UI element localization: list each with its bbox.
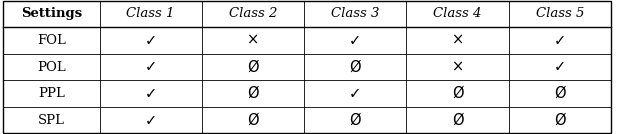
Text: ✓: ✓: [554, 33, 566, 48]
Text: Ø: Ø: [554, 86, 566, 101]
Text: ✓: ✓: [554, 59, 566, 75]
Text: Ø: Ø: [554, 113, 566, 128]
Text: Class 2: Class 2: [229, 7, 277, 21]
Text: Ø: Ø: [350, 113, 361, 128]
Text: Class 1: Class 1: [126, 7, 175, 21]
Text: ✓: ✓: [144, 33, 157, 48]
Text: Settings: Settings: [21, 7, 82, 21]
Text: ×: ×: [247, 33, 259, 48]
Text: ✓: ✓: [144, 59, 157, 75]
Text: Ø: Ø: [247, 113, 259, 128]
Text: ✓: ✓: [349, 86, 361, 101]
Text: ×: ×: [452, 59, 464, 75]
Text: Ø: Ø: [350, 59, 361, 75]
Text: SPL: SPL: [38, 113, 65, 127]
Text: FOL: FOL: [37, 34, 66, 47]
Text: Ø: Ø: [452, 86, 463, 101]
Text: Ø: Ø: [247, 59, 259, 75]
Text: POL: POL: [37, 60, 66, 74]
Text: ✓: ✓: [349, 33, 361, 48]
Text: Class 5: Class 5: [536, 7, 584, 21]
Text: Ø: Ø: [247, 86, 259, 101]
Text: ×: ×: [452, 33, 464, 48]
Text: ✓: ✓: [144, 113, 157, 128]
Text: ✓: ✓: [144, 86, 157, 101]
Text: Class 3: Class 3: [331, 7, 379, 21]
Text: Ø: Ø: [452, 113, 463, 128]
Text: Class 4: Class 4: [434, 7, 482, 21]
Text: PPL: PPL: [38, 87, 65, 100]
